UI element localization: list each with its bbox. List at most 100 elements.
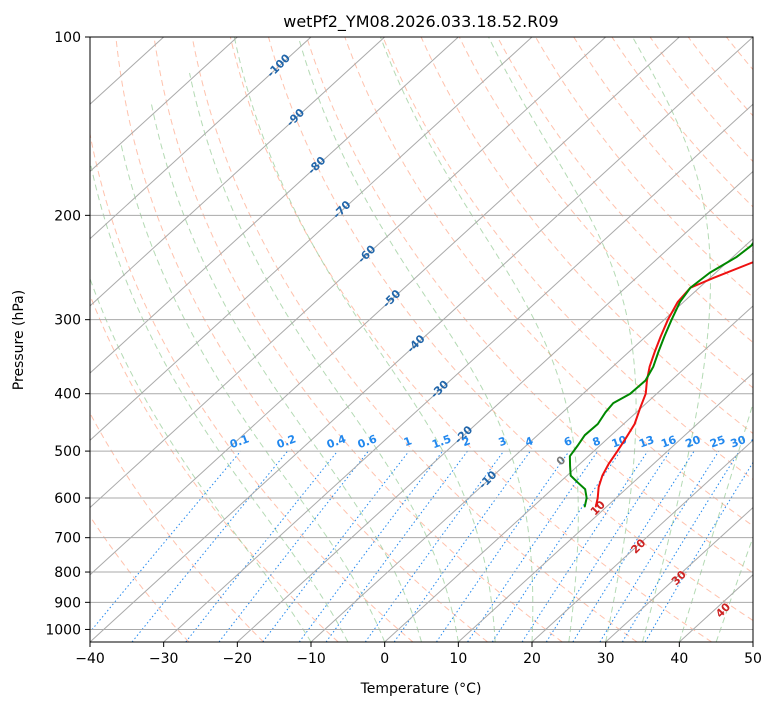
moist-adiabat-line (380, 37, 579, 642)
y-axis-ticks: 100 200 300 400 500 600 700 800 900 1000 (45, 30, 90, 638)
dry-adiabat-line (535, 37, 753, 298)
mixing-ratio-label: 1 (402, 434, 414, 449)
y-tick-label: 600 (54, 491, 81, 507)
y-tick-label: 300 (54, 313, 81, 329)
mixing-ratio-label: 0.4 (325, 432, 348, 451)
dry-adiabat-line (90, 131, 414, 642)
isotherm-line (90, 37, 459, 374)
isotherm-line (384, 305, 753, 642)
mixing-ratio-label: 16 (659, 433, 678, 451)
x-axis-label: Temperature (°C) (360, 681, 482, 697)
x-tick-label: −30 (149, 651, 179, 667)
isotherm-line (90, 37, 386, 307)
mixing-ratio-label: 1.5 (430, 432, 453, 451)
dry-adiabat-line (90, 515, 190, 642)
y-tick-label: 700 (54, 531, 81, 547)
isotherms (90, 37, 753, 642)
mixing-ratio-label: 8 (591, 434, 603, 449)
mixing-ratio-line (298, 450, 444, 642)
isotherm-line (90, 37, 753, 642)
plot-frame (89, 36, 754, 643)
y-axis-label: Pressure (hPa) (11, 290, 27, 390)
y-tick-label: 900 (54, 595, 81, 611)
mixing-ratio-label: 25 (708, 433, 727, 450)
mixing-ratio-label: 0.2 (275, 432, 298, 451)
mixing-ratio-line (491, 450, 621, 642)
moist-adiabat-line (297, 37, 534, 642)
mixing-ratio-line (185, 450, 338, 642)
mixing-ratio-line (436, 450, 570, 642)
mixing-ratio-line (325, 450, 468, 642)
moist-adiabat-line (233, 37, 496, 642)
y-tick-label: 400 (54, 387, 81, 403)
mixing-ratio-label: 4 (523, 434, 535, 449)
mixing-ratio-label: 3 (497, 434, 509, 449)
x-tick-label: 30 (597, 651, 615, 667)
dry-adiabat-line (191, 37, 638, 642)
y-tick-label: 200 (54, 208, 81, 224)
mixing-ratio-line (521, 450, 649, 642)
dry-adiabat-line (115, 37, 488, 642)
mixing-ratio-label: 13 (637, 433, 656, 450)
moist-adiabat-line (715, 536, 753, 642)
x-tick-label: −20 (223, 651, 253, 667)
mixing-ratio-label: 0.6 (356, 432, 379, 451)
profile-series (568, 241, 753, 508)
moist-adiabat-line (90, 165, 349, 642)
moist-adiabat-line (189, 72, 459, 642)
isotherm-line (163, 103, 753, 642)
mixing-ratio-label: 36 (749, 433, 768, 451)
moist-adiabat-line (488, 37, 637, 642)
mixing-ratio-line (364, 450, 505, 642)
mixing-ratio-line (621, 450, 740, 642)
isotherm-line (236, 170, 753, 642)
y-tick-label: 100 (54, 30, 81, 46)
mixing-ratio-label: 20 (684, 433, 703, 451)
moist-adiabats (90, 37, 753, 642)
x-tick-label: −40 (75, 651, 105, 667)
isotherm-line (90, 37, 533, 442)
dewpoint-profile-line (568, 241, 753, 508)
mixing-ratio-label: 6 (562, 434, 574, 449)
isotherm-line (90, 37, 607, 509)
y-tick-label: 1000 (45, 622, 81, 638)
dry-adiabat-line (153, 37, 563, 642)
isotherm-line (605, 506, 753, 642)
x-tick-label: 50 (744, 651, 762, 667)
mixing-ratio-label: 10 (610, 433, 629, 451)
chart-title: wetPf2_YM08.2026.033.18.52.R09 (283, 12, 558, 32)
isotherm-line (310, 237, 753, 642)
dry-adiabat-line (306, 37, 753, 574)
y-tick-label: 500 (54, 444, 81, 460)
mixing-ratio-line (467, 450, 599, 642)
x-tick-label: −10 (296, 651, 326, 667)
x-axis-ticks: −40 −30 −20 −10 0 10 20 30 40 50 (75, 642, 762, 667)
mixing-ratio-line (131, 450, 288, 642)
mixing-ratio-label: 2 (461, 434, 473, 449)
moist-adiabat-line (90, 277, 312, 642)
mixing-ratio-label: 30 (729, 433, 748, 451)
mixing-ratio-line (572, 450, 695, 642)
mixing-ratio-line (545, 450, 671, 642)
mixing-ratio-line (262, 450, 410, 642)
temperature-profile-line (594, 261, 753, 508)
moist-adiabat-line (151, 104, 422, 642)
x-tick-label: 10 (449, 651, 467, 667)
moist-adiabat-line (632, 37, 712, 642)
x-tick-label: 0 (380, 651, 389, 667)
dry-adiabat-line (90, 412, 264, 642)
mixing-ratio-label: 0.1 (228, 432, 251, 451)
isotherm-line (90, 37, 680, 576)
x-tick-label: 40 (670, 651, 688, 667)
isotherm-line (531, 439, 753, 642)
mixing-ratio-line (90, 450, 242, 633)
x-tick-label: 20 (523, 651, 541, 667)
isotherm-line (457, 372, 753, 642)
pressure-gridlines (90, 37, 753, 630)
moist-adiabat-line (678, 401, 753, 642)
isotherm-line (90, 37, 238, 173)
isotherm-line (90, 37, 312, 240)
dry-adiabat-line (496, 37, 753, 344)
y-tick-label: 800 (54, 565, 81, 581)
